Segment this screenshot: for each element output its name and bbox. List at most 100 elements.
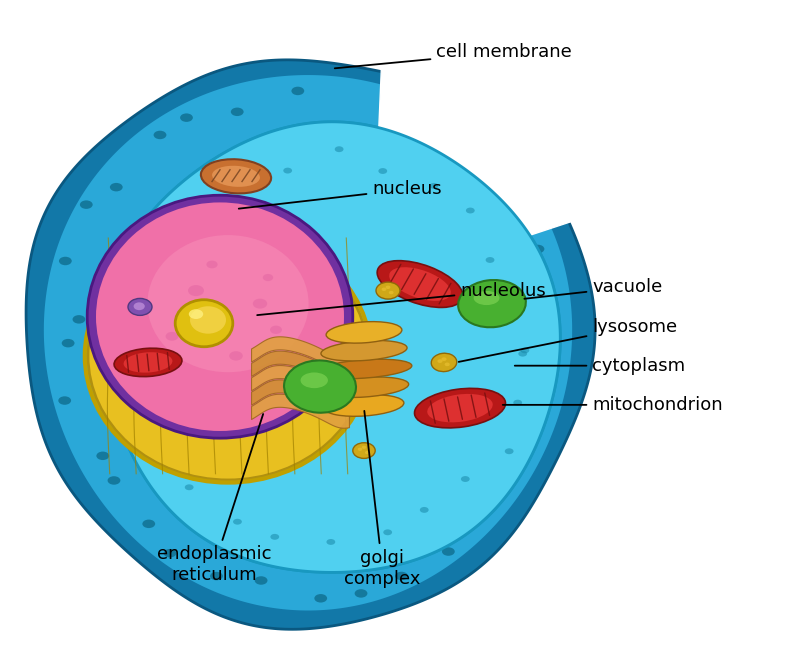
Ellipse shape — [186, 214, 194, 220]
Ellipse shape — [254, 576, 267, 584]
Polygon shape — [104, 122, 560, 573]
Ellipse shape — [190, 306, 226, 334]
Ellipse shape — [414, 389, 506, 428]
Ellipse shape — [142, 520, 155, 528]
Ellipse shape — [262, 274, 273, 281]
Ellipse shape — [128, 298, 152, 315]
Ellipse shape — [231, 108, 244, 116]
Ellipse shape — [466, 208, 474, 214]
Ellipse shape — [175, 300, 233, 347]
Ellipse shape — [206, 261, 218, 268]
Ellipse shape — [420, 507, 429, 513]
Ellipse shape — [301, 372, 328, 388]
Ellipse shape — [505, 449, 514, 454]
Ellipse shape — [58, 396, 71, 405]
Text: lysosome: lysosome — [458, 317, 677, 362]
Ellipse shape — [383, 530, 392, 535]
Ellipse shape — [521, 347, 530, 353]
Ellipse shape — [210, 572, 223, 581]
Text: endoplasmic
reticulum: endoplasmic reticulum — [157, 414, 272, 584]
Ellipse shape — [142, 294, 150, 300]
Ellipse shape — [514, 400, 522, 406]
Ellipse shape — [163, 549, 176, 558]
Ellipse shape — [88, 232, 368, 480]
Text: vacuole: vacuole — [524, 278, 662, 299]
Ellipse shape — [324, 394, 404, 417]
Ellipse shape — [442, 547, 454, 556]
Ellipse shape — [395, 572, 408, 581]
Polygon shape — [104, 122, 560, 573]
Ellipse shape — [134, 302, 145, 310]
Ellipse shape — [515, 297, 524, 303]
Ellipse shape — [518, 351, 527, 357]
Polygon shape — [44, 75, 572, 611]
Ellipse shape — [334, 146, 343, 152]
Ellipse shape — [159, 257, 168, 263]
Ellipse shape — [316, 359, 412, 379]
Ellipse shape — [291, 87, 304, 95]
Text: nucleolus: nucleolus — [257, 281, 546, 315]
Ellipse shape — [531, 245, 544, 253]
Ellipse shape — [145, 394, 154, 400]
Ellipse shape — [212, 166, 260, 187]
Ellipse shape — [114, 348, 182, 377]
Ellipse shape — [59, 257, 72, 265]
Ellipse shape — [87, 195, 353, 438]
Ellipse shape — [530, 291, 543, 299]
Ellipse shape — [445, 362, 450, 366]
Ellipse shape — [284, 360, 356, 413]
Ellipse shape — [486, 257, 494, 263]
Ellipse shape — [233, 518, 242, 524]
Ellipse shape — [188, 285, 204, 296]
Text: mitochondrion: mitochondrion — [502, 396, 722, 414]
Ellipse shape — [365, 451, 370, 454]
Ellipse shape — [132, 347, 141, 353]
Ellipse shape — [166, 332, 178, 341]
Ellipse shape — [378, 168, 387, 174]
Ellipse shape — [73, 315, 86, 324]
Ellipse shape — [389, 291, 394, 295]
Ellipse shape — [147, 235, 309, 372]
Ellipse shape — [80, 200, 93, 209]
Ellipse shape — [201, 159, 271, 193]
Ellipse shape — [427, 394, 493, 422]
Ellipse shape — [430, 183, 438, 189]
Ellipse shape — [474, 291, 499, 305]
Ellipse shape — [96, 452, 109, 460]
Ellipse shape — [353, 443, 375, 458]
Ellipse shape — [232, 180, 241, 186]
Text: cytoplasm: cytoplasm — [514, 357, 685, 375]
Text: golgi
complex: golgi complex — [344, 411, 421, 588]
Ellipse shape — [107, 476, 120, 485]
Ellipse shape — [283, 168, 292, 174]
Ellipse shape — [253, 298, 267, 309]
Ellipse shape — [377, 261, 463, 308]
Ellipse shape — [362, 446, 366, 449]
Ellipse shape — [270, 326, 282, 334]
Text: cell membrane: cell membrane — [334, 43, 572, 69]
Ellipse shape — [185, 485, 194, 490]
Ellipse shape — [165, 449, 174, 455]
Ellipse shape — [354, 589, 367, 597]
Ellipse shape — [154, 131, 166, 139]
Ellipse shape — [470, 507, 483, 516]
Ellipse shape — [326, 322, 402, 343]
Ellipse shape — [110, 183, 122, 191]
Ellipse shape — [326, 539, 335, 545]
Ellipse shape — [389, 267, 451, 301]
Ellipse shape — [438, 359, 442, 363]
Ellipse shape — [321, 340, 407, 361]
Ellipse shape — [498, 466, 511, 474]
Ellipse shape — [442, 357, 446, 361]
Ellipse shape — [382, 287, 386, 291]
Ellipse shape — [386, 285, 390, 289]
Text: nucleus: nucleus — [238, 180, 442, 209]
Ellipse shape — [431, 353, 457, 372]
Ellipse shape — [96, 202, 344, 431]
Ellipse shape — [319, 377, 409, 398]
Wedge shape — [372, 0, 780, 287]
Ellipse shape — [376, 282, 400, 299]
Ellipse shape — [314, 594, 327, 603]
Ellipse shape — [458, 280, 526, 327]
Ellipse shape — [230, 351, 243, 360]
